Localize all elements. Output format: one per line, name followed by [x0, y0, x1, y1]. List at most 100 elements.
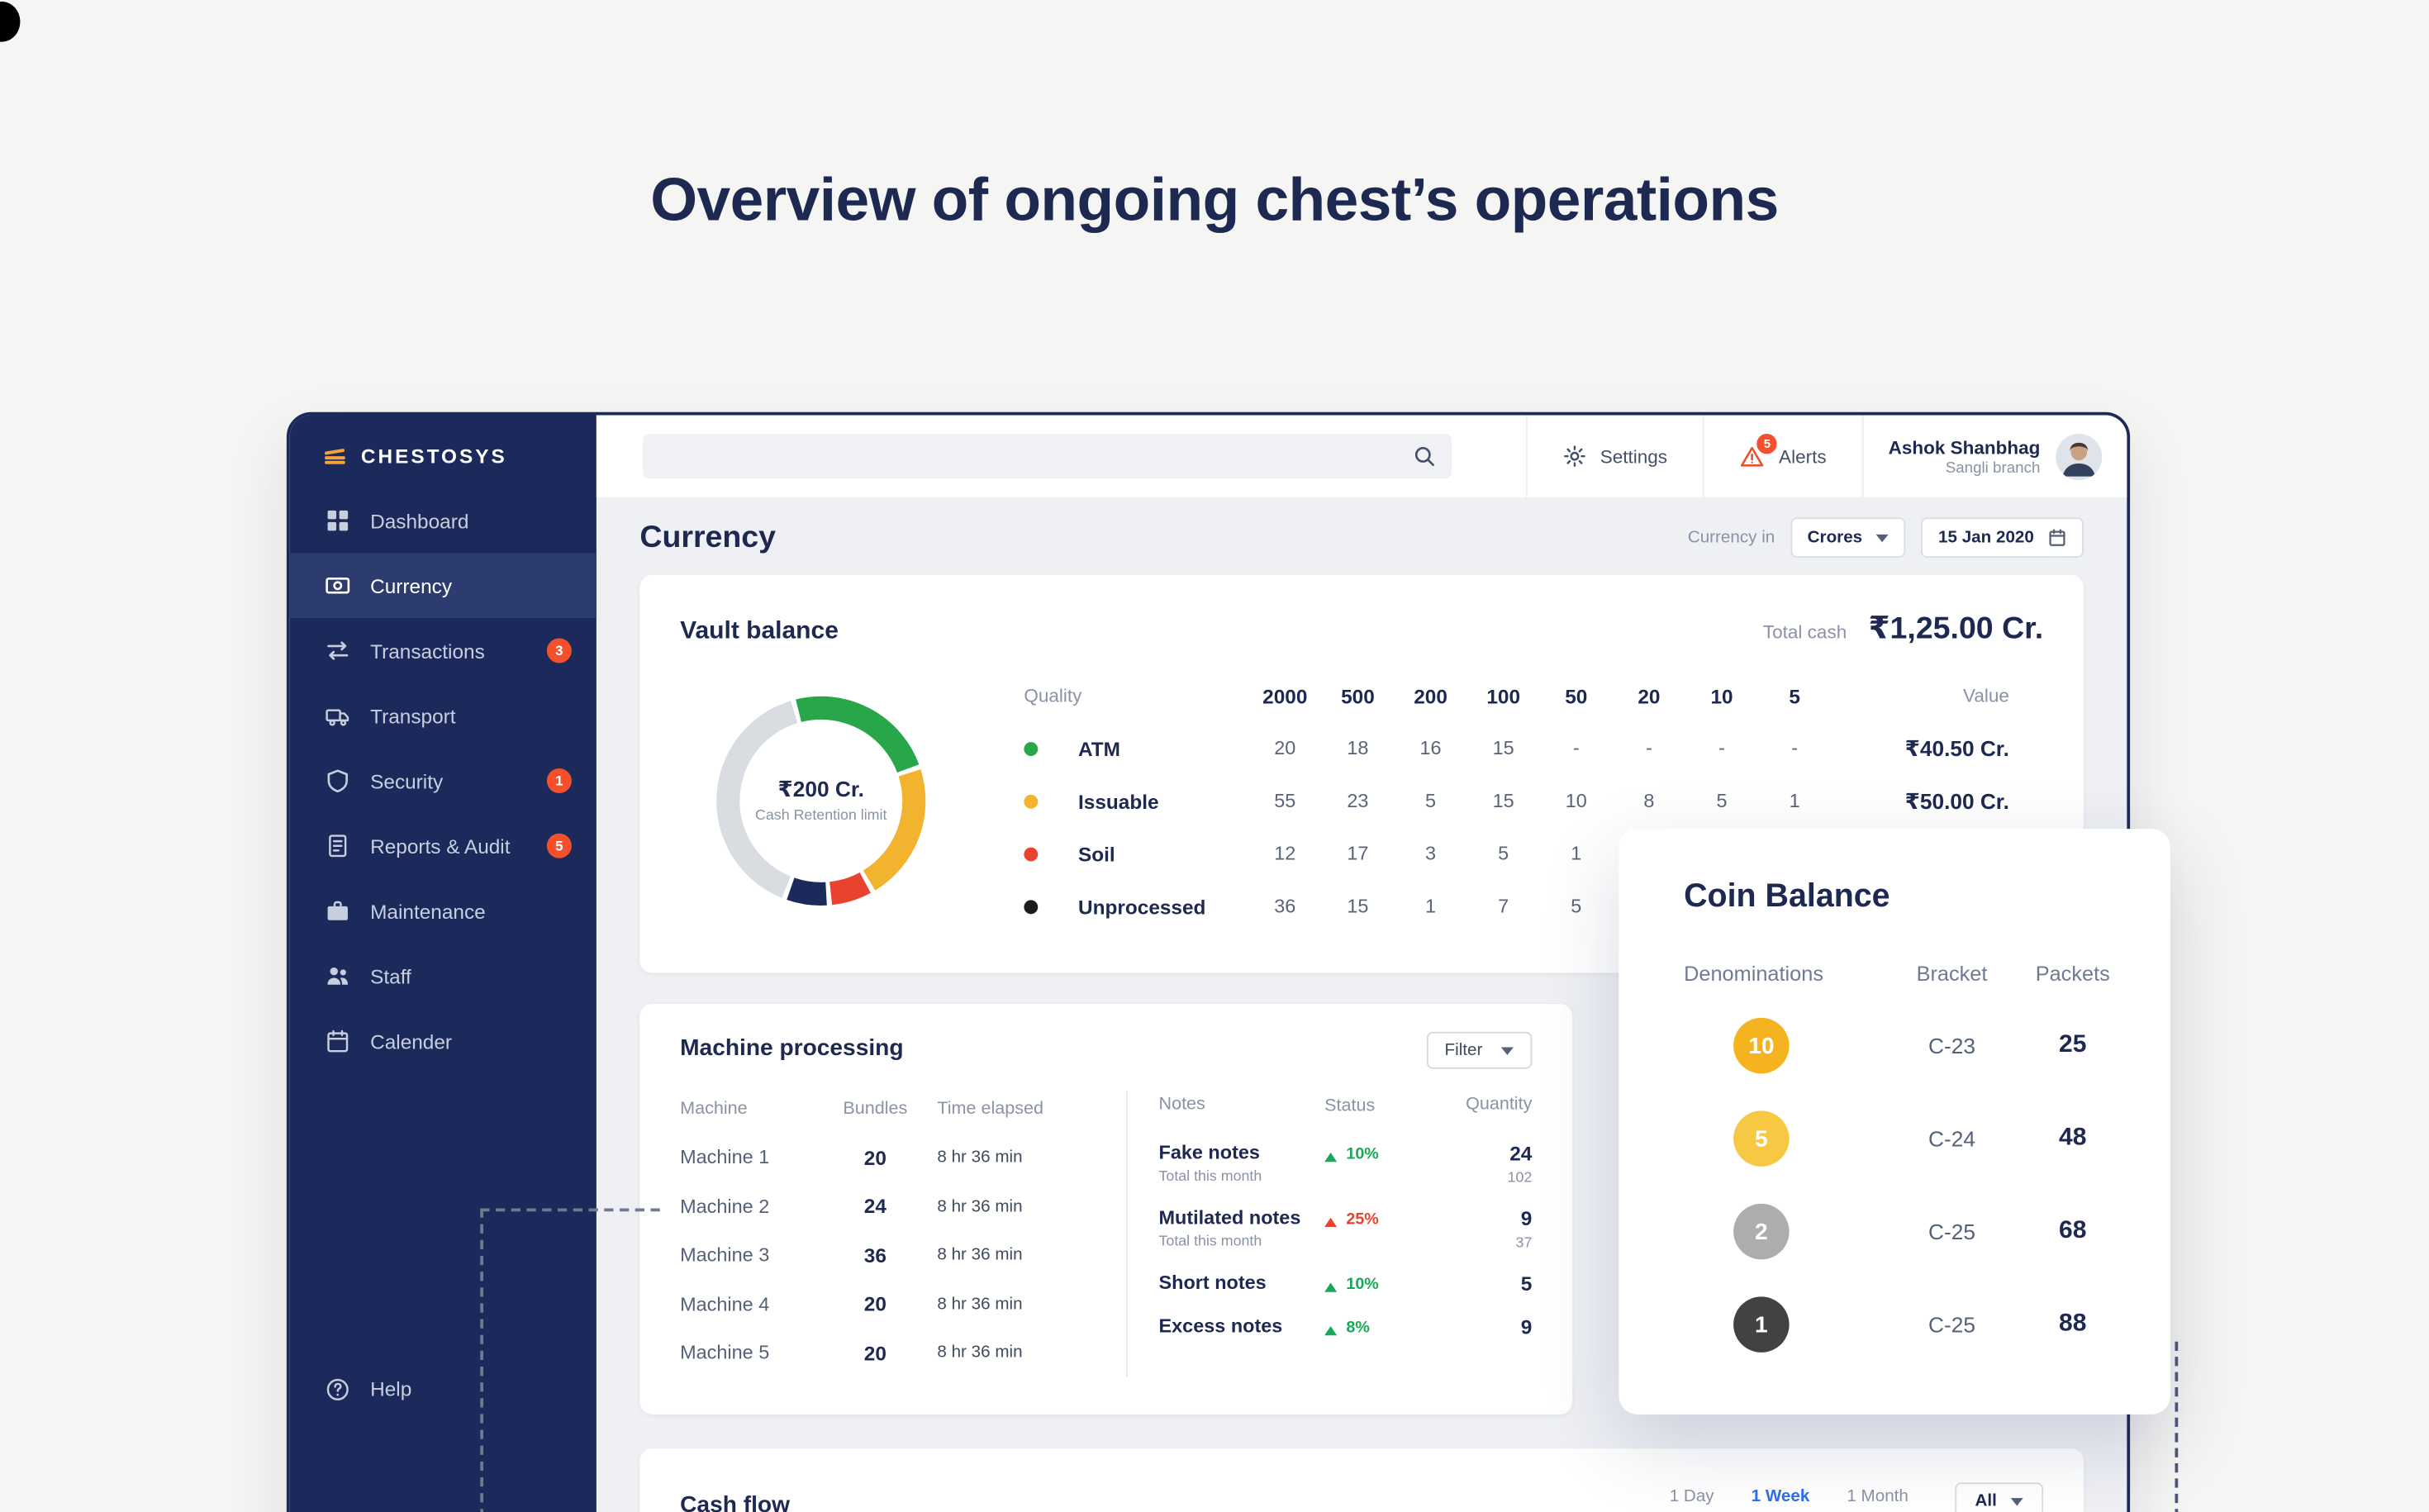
sidebar-item-label: Security: [370, 768, 444, 793]
machine-name: Machine 4: [680, 1293, 770, 1315]
cash-flow-filter-select[interactable]: All: [1955, 1482, 2044, 1512]
cash-flow-card: Cash flow 1 Day 1 Week 1 Month All: [639, 1448, 2084, 1512]
currency-in-label: Currency in: [1687, 528, 1775, 547]
user-menu[interactable]: Ashok Shanbhag Sangli branch: [1861, 415, 2127, 497]
range-1-month[interactable]: 1 Month: [1847, 1486, 1908, 1505]
coin-row-packets: 48: [2059, 1124, 2087, 1152]
sidebar-badge: 1: [546, 768, 572, 793]
trend-up-icon: [1324, 1325, 1338, 1335]
settings-button[interactable]: Settings: [1525, 415, 1703, 497]
chevron-down-icon: [1876, 533, 1889, 542]
shield-icon: [324, 768, 350, 794]
vault-balance-card: Vault balance Total cash ₹1,25.00 Cr. ₹2…: [639, 574, 2084, 973]
sidebar-item-reports-audit[interactable]: Reports & Audit 5: [290, 813, 597, 878]
notes-row: Mutilated notes Total this month 25% 9 3…: [1158, 1206, 1533, 1252]
notes-col-quantity: Quantity: [1466, 1095, 1533, 1115]
machine-time: 8 hr 36 min: [937, 1196, 1023, 1216]
vault-col-value: Value: [1962, 684, 2009, 706]
donut-center: ₹200 Cr. Cash Retention limit: [705, 685, 937, 917]
sidebar-item-staff[interactable]: Staff: [290, 944, 597, 1009]
dashboard-icon: [324, 507, 350, 534]
coin-row-bracket: C-24: [1928, 1126, 1975, 1152]
vault-total: Total cash ₹1,25.00 Cr.: [1763, 609, 2043, 648]
vault-cell: 10: [1565, 790, 1587, 812]
machine-bundles: 20: [863, 1146, 887, 1170]
chevron-down-icon: [1500, 1046, 1514, 1054]
vault-cell: 5: [1571, 895, 1582, 917]
alerts-label: Alerts: [1779, 445, 1827, 468]
briefcase-icon: [324, 898, 350, 925]
donut-center-value: ₹200 Cr.: [777, 776, 864, 801]
sidebar-badge: 5: [546, 833, 572, 858]
range-1-week[interactable]: 1 Week: [1752, 1486, 1810, 1512]
date-picker[interactable]: 15 Jan 2020: [1921, 517, 2084, 558]
notes-table: Notes Status Quantity Fake notes Total t…: [1159, 1085, 1533, 1377]
currency-unit-select[interactable]: Crores: [1790, 517, 1906, 558]
filter-button[interactable]: Filter: [1426, 1031, 1533, 1069]
vault-cell: 15: [1492, 737, 1514, 759]
vault-title: Vault balance: [680, 618, 839, 644]
vault-cell: 20: [1274, 737, 1296, 759]
sidebar-item-maintenance[interactable]: Maintenance: [290, 878, 597, 944]
header-controls: Currency in Crores 15 Jan 2020: [1688, 517, 2084, 558]
vault-col-denom: 5: [1789, 683, 1800, 707]
sidebar-nav: Dashboard Currency Transactions 3 Transp…: [289, 488, 597, 1074]
page-title: Currency: [639, 520, 777, 554]
user-avatar[interactable]: [2056, 433, 2103, 480]
help-label: Help: [370, 1376, 412, 1400]
main-area: Settings 5 Alerts Ashok Shanbhag Sangli …: [596, 415, 2127, 1512]
sidebar-item-calender[interactable]: Calender: [290, 1009, 597, 1074]
transactions-icon: [324, 638, 350, 664]
chevron-down-icon: [2010, 1497, 2023, 1505]
page-heading: Overview of ongoing chest’s operations: [650, 167, 1779, 235]
vault-col-denom: 500: [1341, 683, 1375, 707]
sidebar-item-currency[interactable]: Currency: [289, 553, 597, 619]
date-value: 15 Jan 2020: [1938, 528, 2034, 547]
sidebar-item-security[interactable]: Security 1: [290, 749, 597, 814]
vault-row-label: ATM: [1024, 737, 1248, 760]
range-1-day[interactable]: 1 Day: [1669, 1486, 1714, 1505]
reports-audit-icon: [324, 833, 350, 859]
vault-row-value: ₹50.00 Cr.: [1904, 787, 2009, 813]
coin-balance-title: Coin Balance: [1684, 878, 1890, 915]
coin-balance-card: Coin Balance Denominations Bracket Packe…: [1619, 829, 2170, 1415]
vault-cell: 18: [1347, 737, 1369, 759]
machine-time: 8 hr 36 min: [937, 1245, 1023, 1265]
vault-cell: -: [1791, 737, 1799, 759]
vault-col-denom: 2000: [1262, 683, 1308, 707]
coin-row-denomination: 5: [1684, 1092, 1885, 1186]
topbar-right: Settings 5 Alerts Ashok Shanbhag Sangli …: [1525, 415, 2127, 497]
vault-row-value: ₹40.50 Cr.: [1904, 735, 2009, 760]
vault-table: Quality 2000 500 200 100 50 20 10 5 Valu…: [1024, 669, 2043, 933]
search-icon[interactable]: [1413, 445, 1436, 468]
cash-flow-title: Cash flow: [680, 1491, 790, 1512]
trend-up-icon: [1324, 1216, 1338, 1227]
coin-row-packets: 68: [2059, 1217, 2087, 1244]
vault-row-label: Unprocessed: [1024, 895, 1248, 918]
vault-cell: 15: [1347, 895, 1369, 917]
quality-dot: [1024, 793, 1039, 808]
brand-logo-icon: [321, 443, 347, 469]
sidebar-item-dashboard[interactable]: Dashboard: [290, 488, 597, 554]
vault-col-denom: 20: [1638, 683, 1661, 707]
alert-triangle-icon: 5: [1740, 433, 1778, 468]
user-info: Ashok Shanbhag Sangli branch: [1889, 436, 2041, 477]
search-input[interactable]: [658, 434, 1413, 479]
calendar-icon: [324, 1028, 350, 1054]
transport-icon: [324, 702, 350, 729]
search-bar[interactable]: [643, 434, 1452, 479]
sidebar-item-transport[interactable]: Transport: [290, 683, 597, 749]
quality-dot: [1024, 741, 1039, 756]
machine-name: Machine 5: [680, 1342, 770, 1364]
user-name: Ashok Shanbhag: [1888, 435, 2041, 459]
machine-name: Machine 1: [680, 1146, 770, 1169]
alerts-button[interactable]: 5 Alerts: [1703, 415, 1862, 497]
quality-dot: [1024, 846, 1039, 861]
vault-cell: 8: [1643, 790, 1655, 812]
coin-row-denomination: 1: [1684, 1278, 1885, 1372]
sidebar-item-help[interactable]: Help: [290, 1354, 597, 1512]
machine-time: 8 hr 36 min: [937, 1295, 1023, 1314]
sidebar-item-transactions[interactable]: Transactions 3: [290, 618, 597, 683]
vault-cell: 7: [1498, 895, 1509, 917]
machine-name: Machine 2: [680, 1196, 770, 1218]
